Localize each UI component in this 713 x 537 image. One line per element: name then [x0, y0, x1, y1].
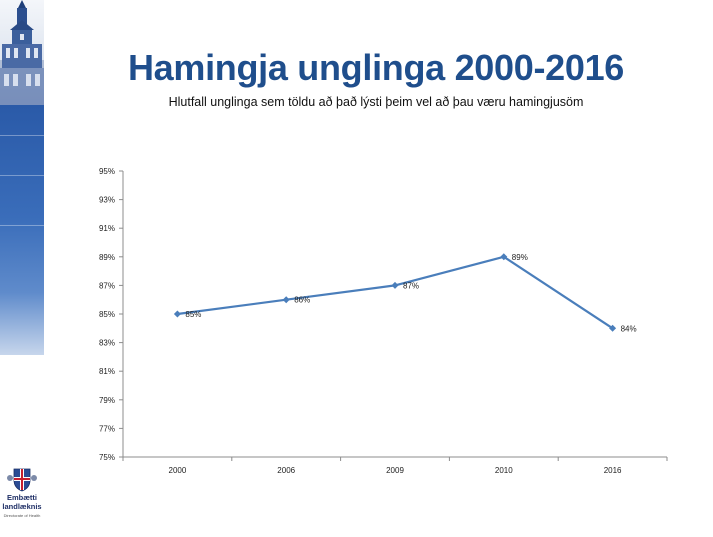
- y-tick-label: 77%: [99, 424, 115, 433]
- y-tick-label: 81%: [99, 367, 115, 376]
- logo-name-line-3: Directorate of Health: [3, 513, 41, 518]
- y-tick-label: 95%: [99, 167, 115, 176]
- data-label: 84%: [621, 324, 637, 333]
- x-tick-label: 2000: [169, 466, 187, 475]
- data-point-marker: [282, 296, 290, 304]
- data-point-marker: [500, 253, 508, 261]
- slide-title: Hamingja unglinga 2000-2016: [127, 47, 625, 88]
- x-tick-label: 2016: [604, 466, 622, 475]
- series-line: [177, 255, 614, 330]
- sidebar-color-band: [0, 105, 44, 355]
- data-point-marker: [391, 281, 399, 289]
- building-drawing: [0, 0, 44, 105]
- y-tick-label: 83%: [99, 339, 115, 348]
- building-illustration: [0, 0, 44, 105]
- slide-subtitle: Hlutfall unglinga sem töldu að það lýsti…: [168, 95, 584, 109]
- data-point-marker: [173, 310, 181, 318]
- logo-name-line-1: Embætti: [7, 493, 37, 502]
- data-label: 86%: [294, 296, 310, 305]
- x-tick-label: 2006: [277, 466, 295, 475]
- data-point-marker: [609, 324, 617, 332]
- y-tick-label: 89%: [99, 253, 115, 262]
- y-tick-label: 79%: [99, 396, 115, 405]
- logo-name-line-2: landlæknis: [2, 502, 42, 511]
- embaetti-landlaeknis-logo: Embætti landlæknis Directorate of Health: [0, 466, 44, 524]
- y-tick-label: 75%: [99, 453, 115, 462]
- y-tick-label: 85%: [99, 310, 115, 319]
- x-tick-label: 2010: [495, 466, 513, 475]
- data-label: 89%: [512, 253, 528, 262]
- y-tick-label: 91%: [99, 224, 115, 233]
- x-tick-label: 2009: [386, 466, 404, 475]
- y-tick-label: 93%: [99, 196, 115, 205]
- y-tick-label: 87%: [99, 281, 115, 290]
- coat-of-arms-icon: [7, 468, 37, 492]
- sidebar: Embætti landlæknis Directorate of Health: [0, 0, 44, 537]
- data-label: 85%: [185, 310, 201, 319]
- data-label: 87%: [403, 281, 419, 290]
